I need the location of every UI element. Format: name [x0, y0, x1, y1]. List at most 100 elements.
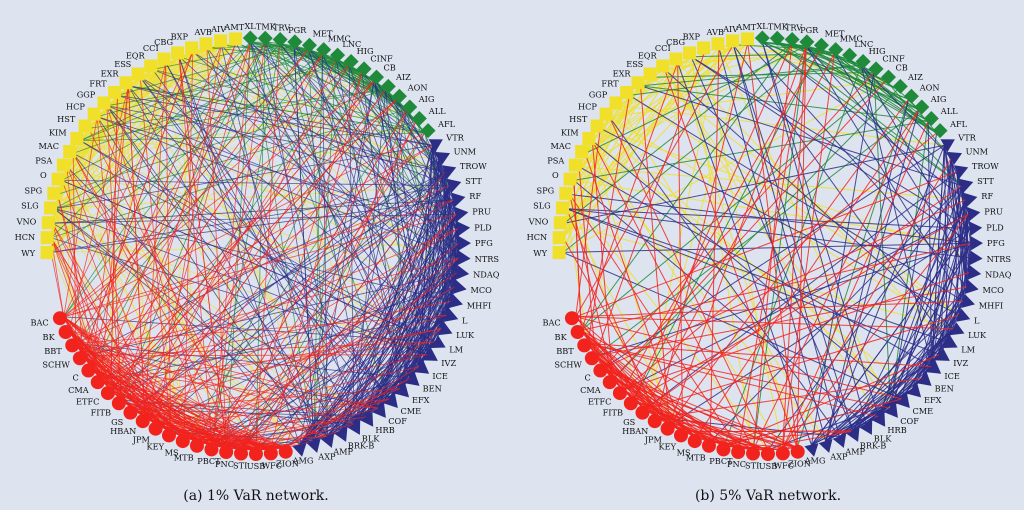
node-label-zion: ZION: [788, 459, 811, 469]
node-label-cme: CME: [913, 406, 934, 416]
network-edge: [600, 127, 960, 316]
node-ggp-marker: [609, 96, 623, 110]
node-label-wfc: WFC: [774, 460, 794, 470]
node-label-bac: BAC: [30, 317, 48, 327]
node-label-luk: LUK: [456, 330, 475, 340]
network-edge: [575, 44, 734, 318]
node-etfc-marker: [100, 386, 115, 401]
node-bxp-marker: [185, 41, 199, 55]
network-edge: [564, 144, 945, 224]
node-label-aig: AIG: [930, 94, 947, 104]
network-edge: [192, 51, 459, 229]
network-edge: [54, 109, 407, 210]
network-edge: [66, 166, 84, 357]
network-edge: [732, 44, 840, 437]
network-edge: [100, 228, 459, 380]
network-edge: [69, 330, 227, 449]
node-label-jpm: JPM: [132, 434, 150, 444]
network-edge: [581, 242, 972, 331]
network-edge: [50, 41, 251, 239]
node-label-exr: EXR: [101, 68, 120, 78]
node-label-wy: WY: [21, 248, 35, 258]
network-edge: [600, 44, 734, 129]
network-edge: [587, 95, 630, 344]
network-edge: [361, 72, 401, 389]
network-edge: [110, 199, 454, 391]
network-edge: [562, 208, 567, 253]
network-edge: [968, 228, 971, 273]
node-frt-marker: [108, 85, 122, 99]
node-label-layer: WYHCNVNOSLGSPGOPSAMACKIMHSTHCPGGPFRTEXRE…: [527, 21, 1012, 471]
node-label-bbt: BBT: [556, 346, 574, 356]
node-label-amg: AMG: [804, 456, 826, 466]
node-pfg-marker: [458, 236, 471, 251]
node-cci-marker: [157, 52, 171, 66]
network-edge: [591, 140, 903, 400]
node-label-ggp: GGP: [77, 90, 96, 100]
network-edge: [811, 398, 903, 446]
node-bk-marker: [58, 325, 73, 340]
node-o-marker: [51, 172, 65, 186]
node-amg-marker: [292, 443, 307, 457]
network-edge: [595, 286, 967, 357]
node-label-hban: HBAN: [110, 426, 136, 436]
node-label-spg: SPG: [537, 185, 555, 195]
network-edge: [50, 237, 146, 418]
network-edge: [72, 153, 242, 450]
node-exr-marker: [119, 76, 133, 90]
node-amp-marker: [832, 433, 847, 448]
node-label-hcp: HCP: [578, 102, 597, 112]
network-edge: [860, 64, 932, 367]
network-edge: [75, 144, 433, 344]
network-edge: [834, 53, 938, 134]
network-edge: [75, 343, 271, 450]
node-label-wy: WY: [533, 248, 547, 258]
network-edge: [82, 355, 171, 433]
network-edge: [811, 228, 971, 446]
node-label-pnc: PNC: [215, 459, 234, 469]
node-hig-marker: [343, 54, 359, 70]
node-label-stt: STT: [465, 176, 482, 186]
network-edge: [327, 388, 401, 438]
node-label-mmc: MMC: [328, 33, 351, 43]
node-luk-marker: [438, 321, 453, 336]
network-edge: [385, 89, 425, 134]
node-label-pru: PRU: [472, 207, 491, 217]
node-label-pgr: PGR: [288, 25, 307, 35]
node-label-efx: EFX: [412, 395, 430, 405]
node-hcn-marker: [40, 231, 54, 245]
network-edge: [762, 41, 967, 201]
network-edge: [811, 300, 964, 446]
node-schw-marker: [72, 351, 87, 366]
node-label-tmk: TMK: [768, 21, 789, 31]
network-edge: [270, 257, 459, 450]
network-edge: [96, 116, 122, 401]
network-edge: [600, 127, 903, 400]
network-edge: [293, 45, 315, 442]
network-edge: [575, 300, 964, 318]
network-edge: [106, 64, 350, 107]
node-eqr-marker: [144, 59, 158, 73]
network-edge: [373, 80, 429, 355]
node-mco-marker: [965, 279, 979, 294]
network-edge: [348, 65, 355, 425]
node-hst-marker: [590, 119, 604, 133]
node-label-kim: KIM: [49, 127, 67, 137]
network-edge: [366, 243, 460, 417]
node-label-key: KEY: [147, 441, 165, 451]
node-label-aiz: AIZ: [395, 72, 411, 82]
node-label-l: L: [462, 316, 468, 326]
node-mhfi-marker: [449, 294, 463, 308]
network-edge: [361, 72, 440, 159]
network-edge: [389, 300, 452, 400]
node-label-tmk: TMK: [256, 21, 277, 31]
network-edge: [69, 330, 379, 409]
node-label-aiv: AIV: [210, 24, 227, 34]
node-fitb-marker: [111, 396, 126, 411]
node-label-mhfi: MHFI: [467, 301, 491, 311]
node-label-vtr: VTR: [445, 132, 464, 142]
network-edge: [584, 116, 610, 154]
network-edge: [69, 330, 213, 446]
node-sti-marker: [234, 446, 249, 461]
node-mtb-marker: [701, 438, 716, 453]
